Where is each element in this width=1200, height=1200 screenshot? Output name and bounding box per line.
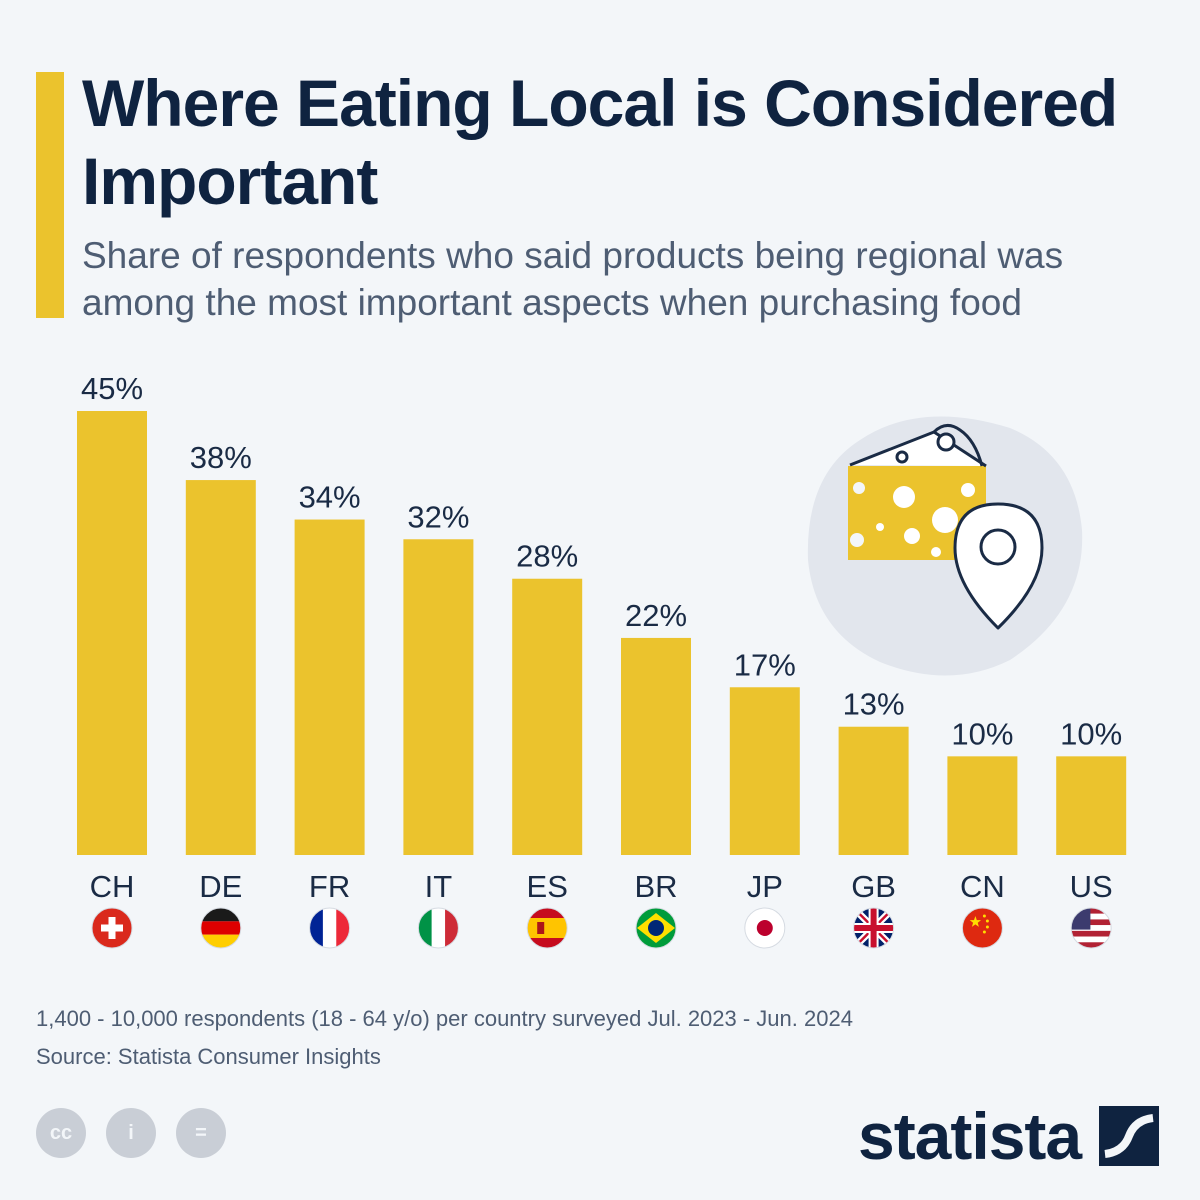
value-label-it: 32%	[407, 499, 469, 534]
category-label-es: ES	[527, 869, 568, 904]
category-label-fr: FR	[309, 869, 350, 904]
statista-logo-mark-icon	[1099, 1106, 1160, 1166]
title-accent-bar	[36, 72, 64, 318]
logo-text: statista	[858, 1099, 1082, 1173]
value-label-br: 22%	[625, 598, 687, 633]
uk-flag-icon	[853, 907, 895, 949]
bar-gb	[838, 726, 909, 855]
category-label-cn: CN	[960, 869, 1005, 904]
brazil-flag-icon	[635, 907, 677, 949]
cheese-location-illustration	[807, 416, 1083, 676]
bar-de	[185, 480, 256, 855]
bar-cn	[947, 756, 1018, 855]
license-icons: cc i =	[36, 1108, 226, 1158]
bar-br	[621, 637, 691, 855]
germany-flag-icon	[200, 907, 242, 949]
map-pin-icon	[953, 502, 1044, 630]
value-label-de: 38%	[190, 440, 252, 475]
value-label-jp: 17%	[734, 647, 796, 682]
value-label-us: 10%	[1060, 716, 1122, 751]
chart-title: Where Eating Local is Considered Importa…	[82, 66, 1118, 218]
category-label-us: US	[1070, 869, 1113, 904]
value-label-gb: 13%	[843, 687, 905, 722]
bar-ch	[77, 411, 147, 855]
value-label-fr: 34%	[299, 480, 361, 515]
bar-it	[403, 539, 474, 855]
category-labels-group: CH DE FR IT ES BR JP GB CN US	[90, 869, 1113, 904]
bar-jp	[729, 687, 800, 855]
value-label-es: 28%	[516, 539, 578, 574]
usa-flag-icon	[1070, 907, 1112, 949]
category-label-gb: GB	[851, 869, 896, 904]
bar-es	[512, 578, 583, 855]
value-label-cn: 10%	[951, 716, 1013, 751]
italy-flag-icon	[417, 907, 459, 949]
bar-us	[1056, 756, 1127, 855]
category-label-ch: CH	[90, 869, 135, 904]
statista-logo[interactable]: statista	[858, 1096, 1160, 1176]
bar-chart: 45% 38% 34% 32% 28% 22% 17% 13% 10% 10% CH DE FR IT E…	[77, 371, 1127, 949]
category-label-br: BR	[634, 869, 677, 904]
value-labels-group: 45% 38% 34% 32% 28% 22% 17% 13% 10% 10%	[81, 371, 1122, 751]
value-label-ch: 45%	[81, 371, 143, 406]
category-label-it: IT	[425, 869, 453, 904]
attribution-icon[interactable]: i	[106, 1108, 156, 1158]
japan-flag-icon	[744, 907, 786, 949]
bar-fr	[294, 519, 365, 855]
china-flag-icon	[961, 907, 1003, 949]
no-derivatives-icon[interactable]: =	[176, 1108, 226, 1158]
chart-subtitle: Share of respondents who said products b…	[82, 235, 1064, 323]
spain-flag-icon	[526, 907, 568, 949]
category-label-de: DE	[199, 869, 242, 904]
france-flag-icon	[309, 907, 351, 949]
flags-group	[91, 907, 1112, 949]
cheese-icon	[848, 424, 987, 560]
category-label-jp: JP	[747, 869, 783, 904]
switzerland-flag-icon	[91, 907, 133, 949]
source-note: Source: Statista Consumer Insights	[36, 1044, 381, 1069]
bars-group	[77, 411, 1127, 855]
cc-icon[interactable]: cc	[36, 1108, 86, 1158]
footnote: 1,400 - 10,000 respondents (18 - 64 y/o)…	[36, 1006, 853, 1031]
